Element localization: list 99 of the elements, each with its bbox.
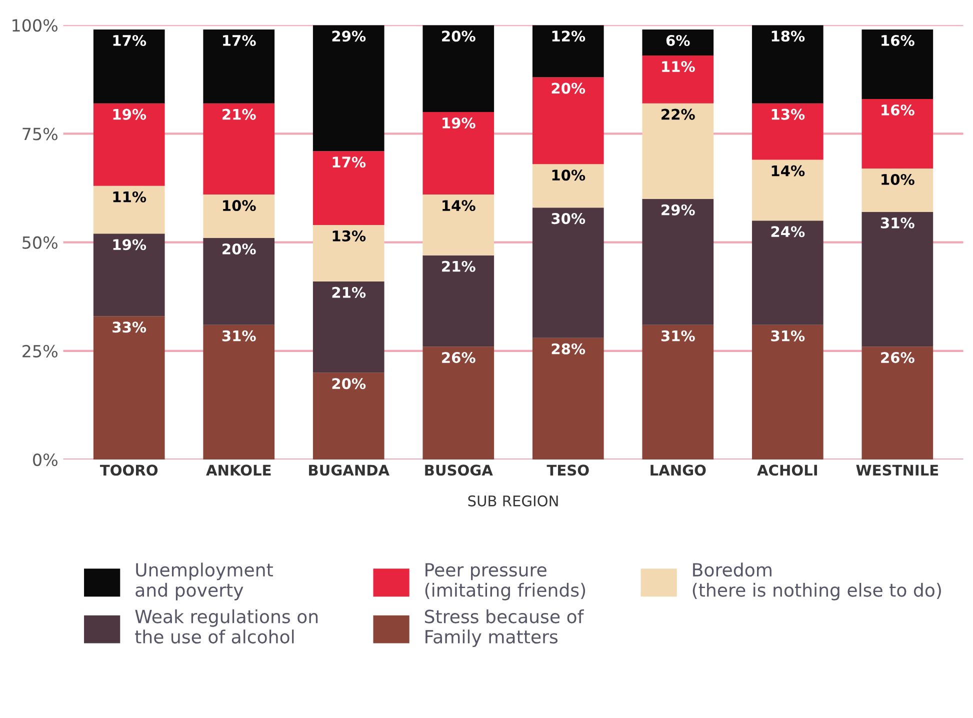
bar [752,25,824,104]
bar [93,29,165,104]
data-label: 26% [442,352,476,364]
data-label: 21% [332,286,366,298]
bar [312,224,384,282]
data-label: 30% [552,213,586,224]
data-label: 17% [113,34,146,46]
legend-label: Stress because of Family matters [424,609,584,648]
y-tick-label: 0% [33,453,58,466]
bar [532,338,604,460]
bar [422,346,494,460]
data-label: 10% [223,200,256,212]
data-label: 19% [113,239,146,250]
bar [862,346,934,460]
data-label: 31% [661,330,695,342]
bar [642,103,714,199]
bar [93,186,165,234]
bar [532,208,604,338]
legend-label: Peer pressure (imitating friends) [425,563,586,600]
data-label: 33% [112,322,146,333]
bar [642,198,714,325]
data-label: 22% [662,108,695,120]
bar [312,281,384,373]
data-label: 31% [880,217,914,228]
bar [862,168,934,212]
x-tick-label: BUSOGA [425,464,493,476]
data-label: 28% [552,343,586,354]
data-label: 18% [772,30,805,42]
data-label: 20% [332,378,366,390]
data-label: 19% [113,108,146,120]
x-tick-label: TOORO [100,464,158,476]
data-label: 17% [223,34,256,46]
bar [93,316,165,460]
data-label: 10% [882,174,914,185]
data-label: 16% [882,104,914,116]
bar [642,29,714,56]
bar [532,164,604,208]
bar [422,194,494,256]
bar [422,255,494,347]
bar [203,194,275,238]
bar [532,25,604,78]
legend-label: Unemployment and poverty [136,562,273,600]
data-label: 26% [881,352,914,364]
bar [752,160,824,221]
data-label: 20% [222,243,256,254]
x-tick-label: ANKOLE [206,464,271,476]
x-axis-title: SUB REGION [468,495,558,506]
bar [203,238,275,325]
bar [312,151,384,225]
data-label: 20% [442,30,476,42]
bar [312,372,384,460]
data-label: 24% [771,226,805,238]
data-label: 21% [222,108,256,120]
data-label: 20% [552,82,586,94]
y-tick-label: 50% [22,236,58,249]
data-label: 29% [332,30,366,42]
bar [752,324,824,460]
data-label: 14% [772,165,805,176]
data-label: 21% [442,260,476,272]
bar [642,56,714,104]
bar [203,324,275,460]
data-label: 11% [662,61,695,72]
bar [862,98,934,168]
data-label: 29% [662,204,695,216]
x-tick-label: LANGO [650,464,706,476]
y-tick-label: 100% [12,19,58,32]
x-tick-label: BUGANDA [309,464,390,476]
bar [752,220,824,325]
data-label: 19% [442,117,476,129]
bar [422,25,494,112]
bar [862,29,934,99]
data-label: 16% [882,34,914,46]
bar [422,112,494,195]
x-tick-label: ACHOLI [757,464,817,476]
data-label: 12% [552,30,586,42]
data-label: 13% [332,230,366,242]
legend-label: Boredom (there is nothing else to do) [692,562,941,600]
data-label: 6% [666,34,690,46]
data-label: 14% [442,200,476,212]
bar [93,234,165,316]
bar [203,103,275,195]
x-tick-label: WESTNILE [856,464,938,476]
bar [312,25,384,152]
bar [642,324,714,460]
data-label: 17% [332,156,366,168]
legend-label: Weak regulations on the use of alcohol [135,609,318,644]
y-tick-label: 75% [22,128,58,140]
bar [532,77,604,164]
data-label: 10% [552,170,586,181]
data-label: 31% [771,330,805,342]
bar [203,29,275,104]
bar [93,103,165,186]
x-tick-label: TESO [546,464,589,476]
y-tick-label: 25% [22,344,58,358]
bar [752,103,824,160]
data-label: 13% [772,108,805,120]
data-label: 11% [113,191,146,202]
data-label: 31% [222,330,256,342]
bar [862,212,934,347]
